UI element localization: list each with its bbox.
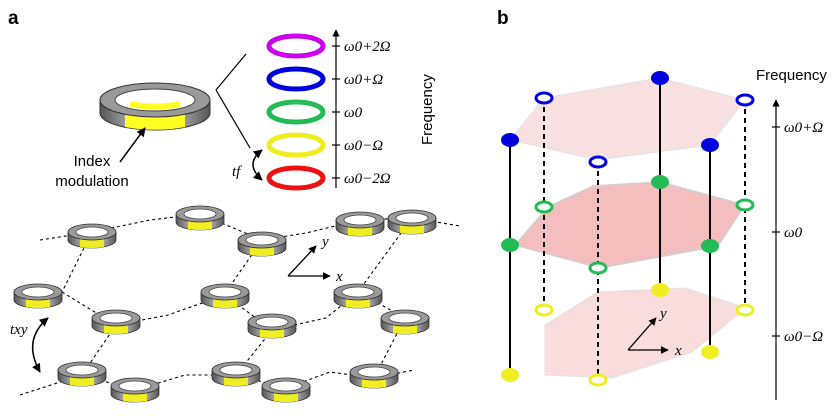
site-filled-top — [701, 138, 719, 152]
panel-b-tick-minus1: ω0−Ω — [784, 329, 823, 345]
site-filled-top — [651, 71, 669, 85]
ring-level-plus1 — [266, 66, 326, 92]
ladder-label-minus2: ω0−2Ω — [344, 171, 391, 187]
bracket-line-top — [215, 53, 247, 91]
callout-line-2: modulation — [55, 173, 128, 190]
site-filled-bottom — [651, 283, 669, 297]
lattice-ring-icon — [261, 377, 311, 403]
panel-b-label: b — [497, 8, 509, 29]
panel-b-axis-x: x — [674, 343, 682, 359]
site-hollow-bottom — [588, 373, 608, 387]
ring-level-0 — [266, 99, 326, 125]
site-hollow-bottom — [534, 303, 554, 317]
site-hollow-middle — [588, 261, 608, 275]
lattice-rings — [13, 205, 437, 403]
coupling-xy-arrow — [31, 317, 49, 373]
lattice-ring-icon — [335, 211, 385, 237]
lattice-ring-icon — [211, 361, 261, 387]
bracket-line-bottom — [215, 89, 251, 149]
panel-b-tick-0: ω0 — [784, 225, 803, 241]
lattice-axis-y: y — [320, 234, 329, 250]
lattice-axes — [287, 245, 331, 280]
lattice-ring-icon — [349, 363, 399, 389]
lattice-ring-icon — [13, 283, 63, 309]
panel-b-ticks — [772, 126, 780, 337]
site-filled-top — [501, 133, 519, 147]
panel-b-axes — [627, 317, 669, 354]
lattice-ring-icon — [333, 283, 383, 309]
lattice-axis-x: x — [335, 269, 343, 285]
panel-b-axis-label: Frequency — [756, 67, 827, 84]
panel-b-sites — [501, 71, 755, 387]
ladder-ticks — [332, 45, 340, 179]
coupling-f-arrow — [252, 149, 263, 181]
ring-level-minus1 — [266, 132, 326, 158]
ring-level-minus2 — [266, 165, 326, 191]
callout-line-1: Index — [74, 153, 111, 170]
panel-b-axis-y: y — [658, 306, 667, 322]
lattice-ring-icon — [237, 231, 287, 257]
site-hollow-top — [534, 91, 554, 105]
site-filled-middle — [501, 238, 519, 252]
big-ring-icon — [99, 82, 211, 131]
lattice-ring-icon — [57, 361, 107, 387]
site-hollow-top — [735, 93, 755, 107]
site-hollow-bottom — [735, 303, 755, 317]
plane-bottom — [544, 287, 748, 379]
site-filled-bottom — [501, 368, 519, 382]
frequency-ladder — [266, 33, 326, 191]
lattice-ring-icon — [380, 309, 430, 335]
ladder-label-0: ω0 — [344, 105, 363, 121]
lattice-ring-icon — [247, 313, 297, 339]
site-filled-middle — [651, 175, 669, 189]
lattice-ring-icon — [387, 209, 437, 235]
site-hollow-middle — [534, 200, 554, 214]
plane-middle — [513, 181, 747, 269]
site-hollow-middle — [735, 198, 755, 212]
site-hollow-top — [588, 155, 608, 169]
lattice-ring-icon — [200, 283, 250, 309]
ladder-label-minus1: ω0−Ω — [344, 138, 383, 154]
ladder-label-plus2: ω0+2Ω — [344, 39, 391, 55]
site-filled-bottom — [701, 345, 719, 359]
ladder-axis-label: Frequency — [419, 74, 436, 145]
lattice-ring-icon — [110, 377, 160, 403]
lattice-ring-icon — [67, 223, 117, 249]
coupling-xy-label: txy — [10, 322, 28, 338]
lattice-ring-icon — [91, 309, 141, 335]
lattice-ring-icon — [175, 205, 225, 231]
callout-arrow — [119, 127, 146, 163]
ring-level-plus2 — [266, 33, 326, 59]
panel-a-label: a — [8, 8, 19, 29]
site-filled-middle — [701, 239, 719, 253]
ladder-label-plus1: ω0+Ω — [344, 72, 383, 88]
coupling-f-label: tf — [232, 164, 242, 180]
panel-b-tick-plus1: ω0+Ω — [784, 120, 823, 136]
